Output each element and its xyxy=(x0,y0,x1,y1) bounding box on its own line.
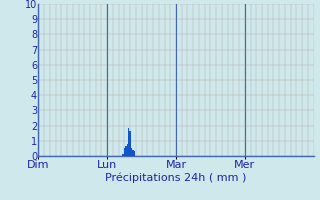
Bar xyxy=(125,146,126,156)
Bar xyxy=(131,148,132,156)
X-axis label: Précipitations 24h ( mm ): Précipitations 24h ( mm ) xyxy=(105,173,247,183)
Bar xyxy=(134,151,135,156)
Bar xyxy=(127,144,128,156)
Bar xyxy=(128,128,129,156)
Bar xyxy=(130,131,131,156)
Bar xyxy=(124,148,125,156)
Bar xyxy=(122,154,124,156)
Bar xyxy=(132,150,134,156)
